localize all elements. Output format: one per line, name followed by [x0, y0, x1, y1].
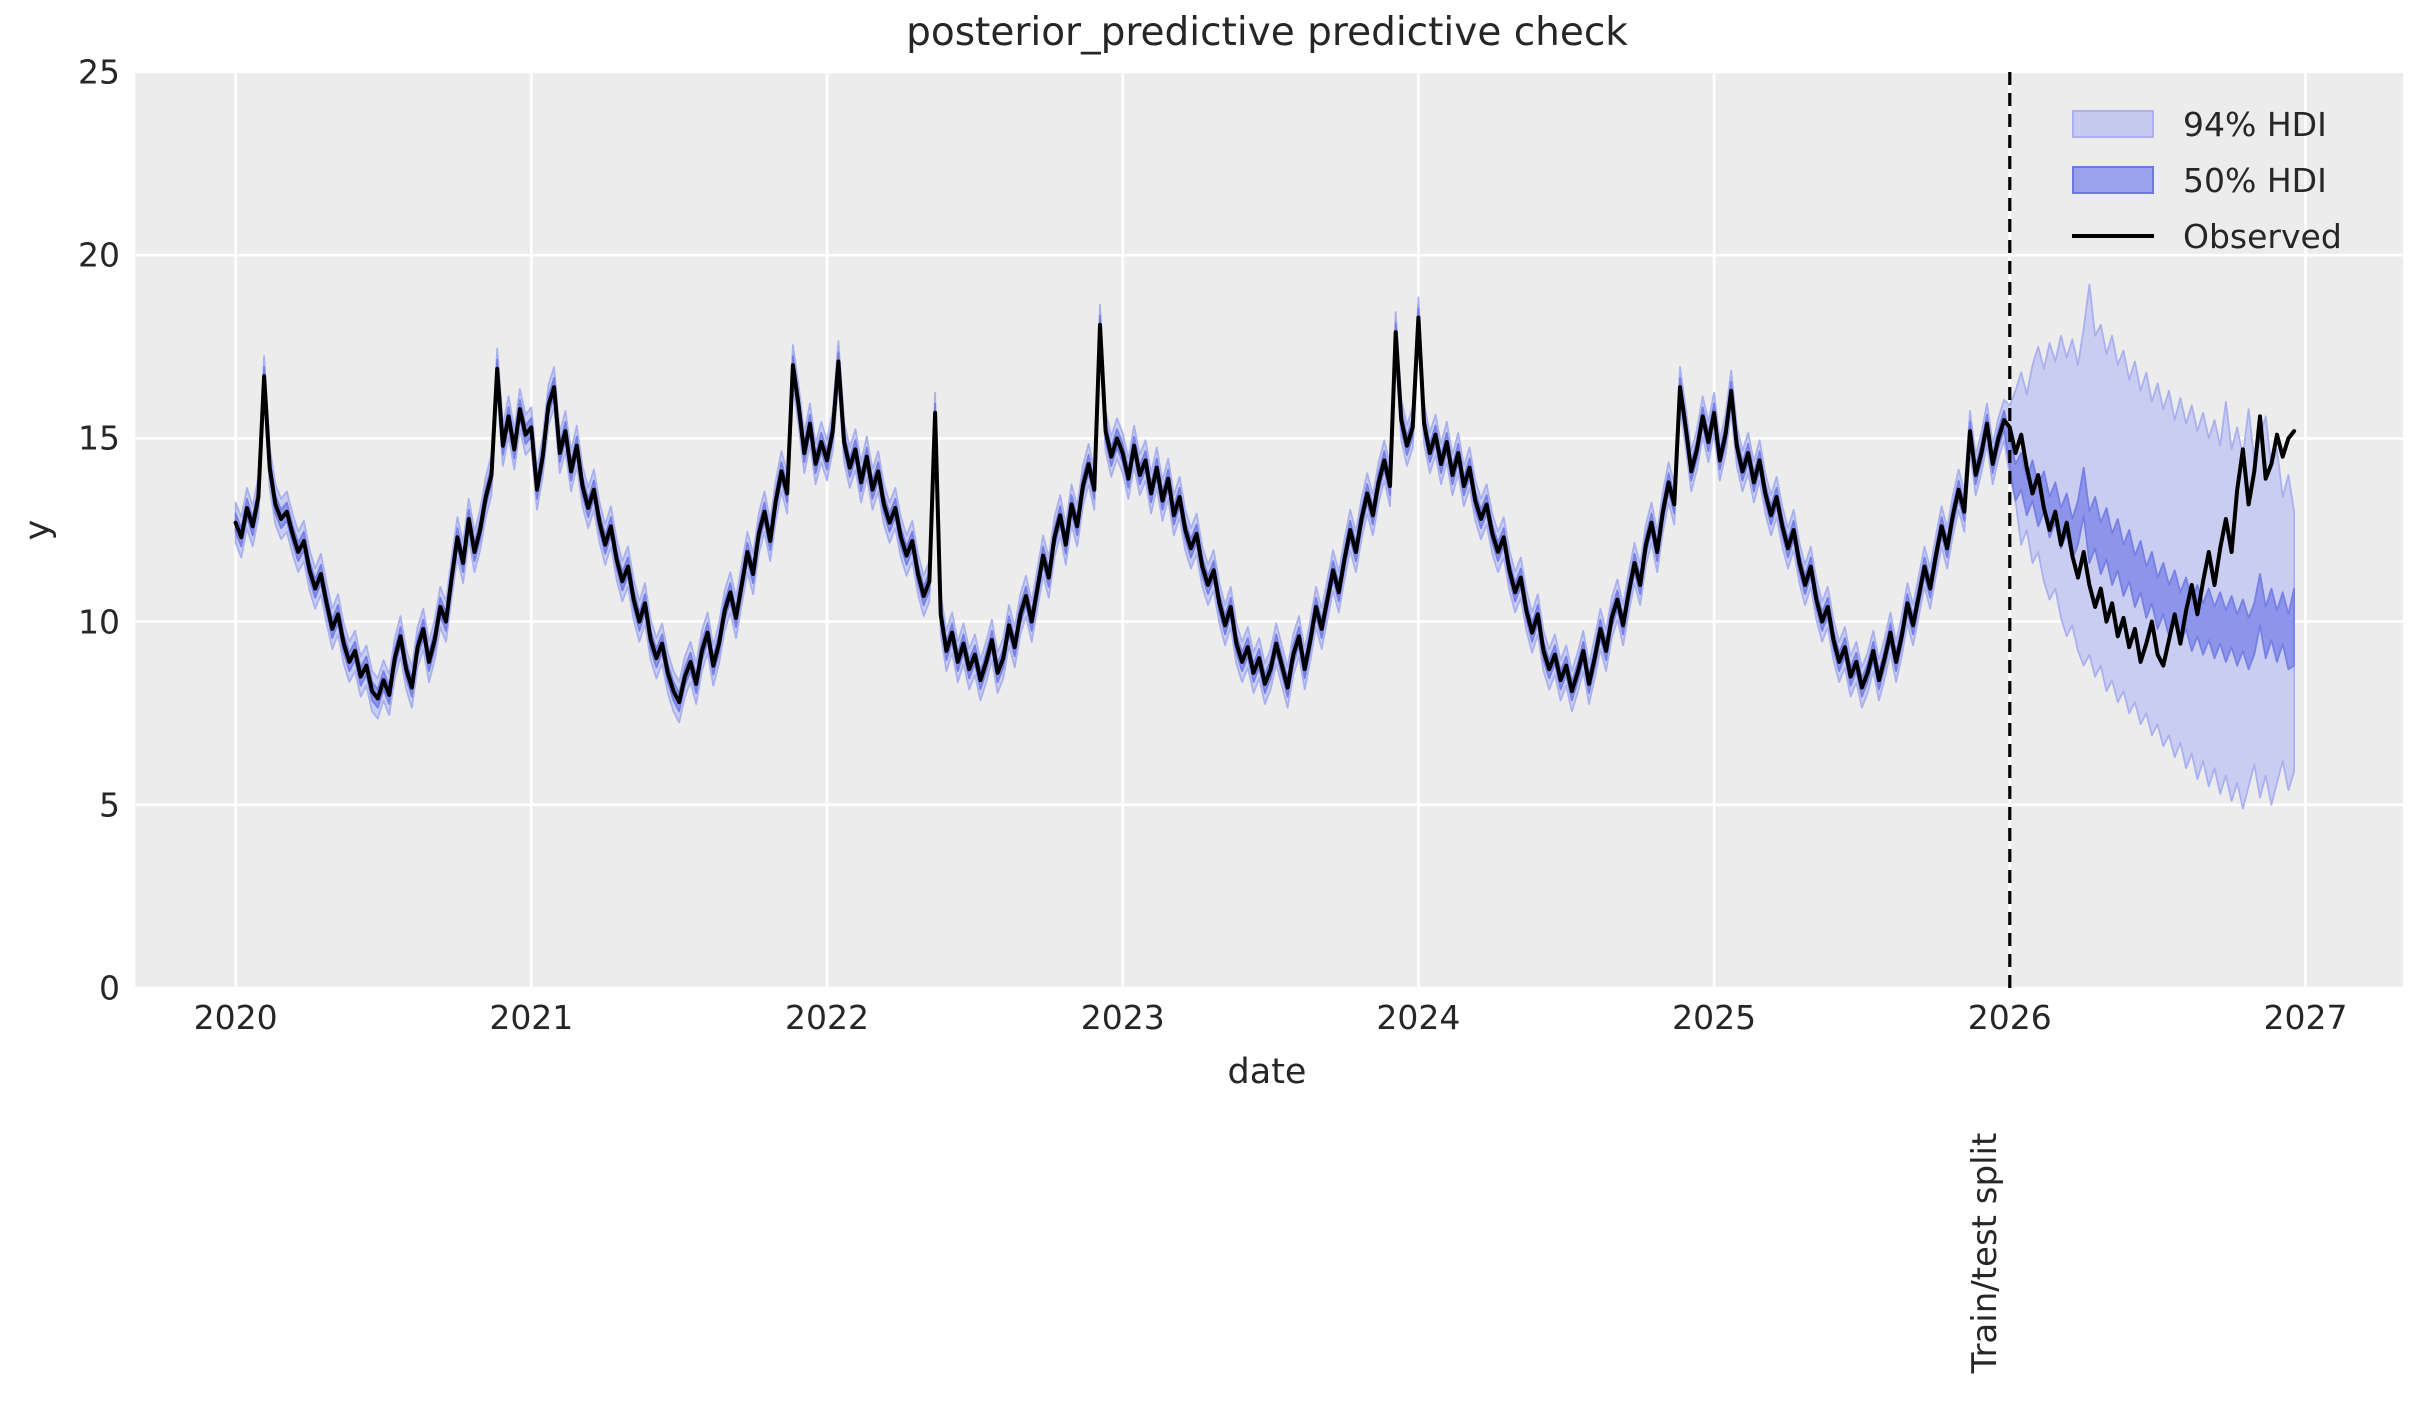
legend-row-observed: Observed [2072, 208, 2342, 264]
train-test-split-label: Train/test split [1965, 1132, 2005, 1374]
x-tick-label: 2025 [1672, 998, 1757, 1037]
x-tick-label: 2022 [785, 998, 869, 1037]
x-tick-label: 2026 [1967, 998, 2052, 1037]
x-tick-label: 2021 [489, 998, 574, 1037]
hdi-50-band [234, 307, 2295, 713]
legend: 94% HDI 50% HDI Observed [2072, 96, 2342, 264]
hdi-94-band [234, 283, 2295, 810]
x-axis-label: date [1227, 1052, 1307, 1092]
x-tick-label: 2024 [1376, 998, 1461, 1037]
94-hdi-swatch [2072, 110, 2154, 138]
y-tick-label: 15 [78, 418, 120, 458]
legend-row-50-hdi: 50% HDI [2072, 152, 2342, 208]
legend-label-50-hdi: 50% HDI [2183, 160, 2327, 200]
legend-label-94-hdi: 94% HDI [2183, 104, 2327, 144]
observed-line [233, 315, 2297, 705]
y-tick-label: 25 [78, 52, 120, 92]
chart-title: posterior_predictive predictive check [906, 10, 1628, 55]
observed-line-swatch [2072, 234, 2154, 238]
x-tick-label: 2027 [2263, 998, 2348, 1037]
50-hdi-swatch [2072, 166, 2154, 194]
y-tick-label: 5 [99, 785, 120, 825]
y-axis-label: y [18, 519, 58, 541]
y-tick-label: 10 [78, 602, 120, 642]
legend-label-observed: Observed [2183, 216, 2342, 256]
y-tick-label: 20 [78, 235, 120, 275]
legend-row-94-hdi: 94% HDI [2072, 96, 2342, 152]
x-tick-label: 2023 [1080, 998, 1165, 1037]
y-tick-label: 0 [99, 968, 120, 1008]
x-tick-label: 2020 [193, 998, 278, 1037]
